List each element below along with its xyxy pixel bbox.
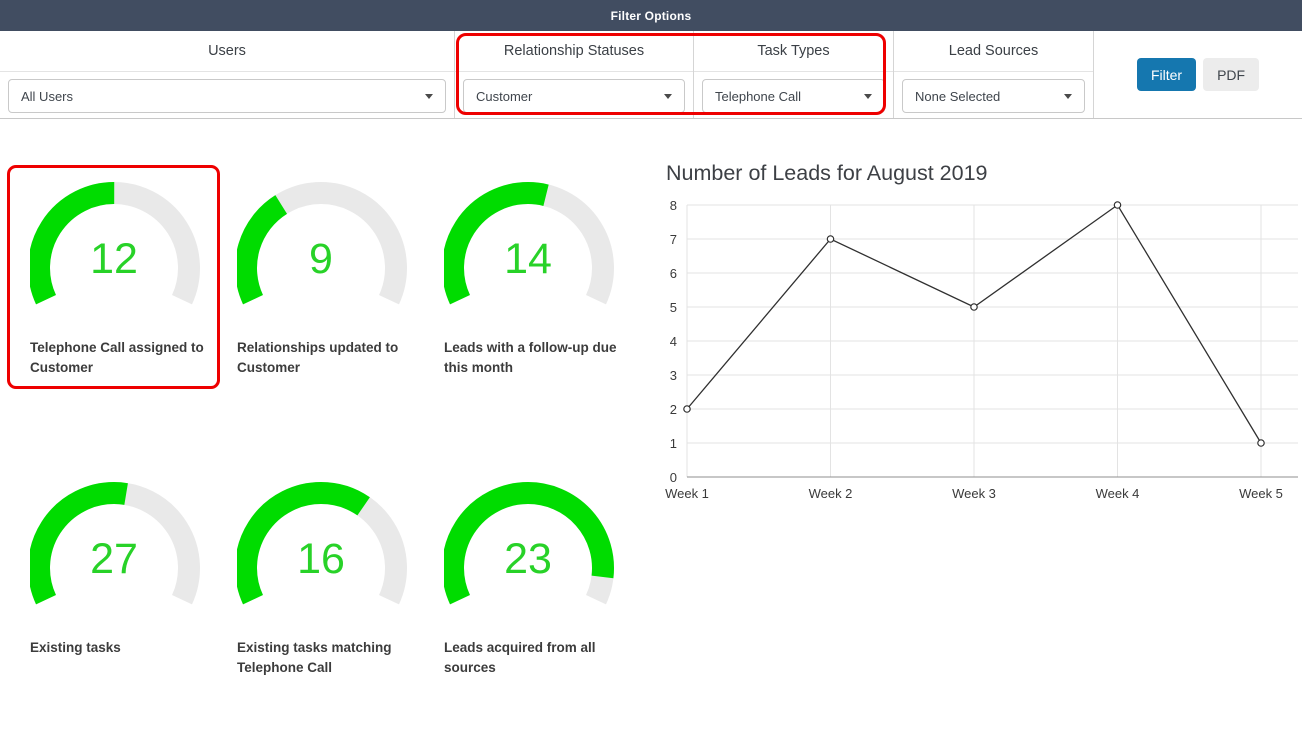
gauge-label: Relationships updated to Customer xyxy=(237,340,399,375)
pdf-button[interactable]: PDF xyxy=(1203,58,1260,91)
gauge-relationships-updated: 9 Relationships updated to Customer xyxy=(215,166,429,392)
gauge-existing-tasks-matching: 16 Existing tasks matching Telephone Cal… xyxy=(215,466,429,692)
gauge-arc: 9 xyxy=(237,182,407,305)
gauge-leads-acquired: 23 Leads acquired from all sources xyxy=(422,466,636,692)
svg-text:8: 8 xyxy=(670,198,677,213)
chevron-down-icon xyxy=(425,93,433,99)
users-column-label: Users xyxy=(0,31,454,72)
task-types-dropdown[interactable]: Telephone Call xyxy=(702,79,885,113)
lead-sources-dropdown[interactable]: None Selected xyxy=(902,79,1085,113)
users-dropdown-value: All Users xyxy=(21,88,74,104)
svg-text:7: 7 xyxy=(670,232,677,247)
filter-button[interactable]: Filter xyxy=(1136,58,1197,91)
svg-text:Week 5: Week 5 xyxy=(1239,486,1283,501)
filter-options-title: Filter Options xyxy=(610,8,692,23)
users-dropdown[interactable]: All Users xyxy=(8,79,446,113)
svg-text:Week 3: Week 3 xyxy=(952,486,996,501)
gauge-label: Existing tasks xyxy=(30,640,121,655)
filter-col-lead-sources: Lead Sources None Selected xyxy=(894,31,1094,118)
gauge-arc: 16 xyxy=(237,482,407,605)
chevron-down-icon xyxy=(1064,93,1072,99)
leads-chart: Number of Leads for August 2019 0 1 2 3 4 5 6 7… xyxy=(664,161,1302,507)
svg-text:5: 5 xyxy=(670,300,677,315)
gauge-telephone-call-assigned: 12 Telephone Call assigned to Customer xyxy=(8,166,222,392)
gauge-label: Existing tasks matching Telephone Call xyxy=(237,640,392,675)
relationship-statuses-dropdown-value: Customer xyxy=(476,88,533,104)
svg-text:12: 12 xyxy=(90,235,138,283)
gauge-arc: 23 xyxy=(444,482,614,605)
gauge-label: Leads with a follow-up due this month xyxy=(444,340,617,375)
svg-text:1: 1 xyxy=(670,436,677,451)
svg-text:0: 0 xyxy=(670,470,677,485)
task-types-column-label: Task Types xyxy=(694,31,893,72)
chart-title: Number of Leads for August 2019 xyxy=(666,161,988,185)
svg-text:27: 27 xyxy=(90,535,138,583)
filter-col-relationship-statuses: Relationship Statuses Customer xyxy=(455,31,694,118)
svg-text:14: 14 xyxy=(504,235,552,283)
svg-text:3: 3 xyxy=(670,368,677,383)
filter-col-users: Users All Users xyxy=(0,31,455,118)
gauge-arc: 12 xyxy=(30,182,200,305)
lead-sources-dropdown-value: None Selected xyxy=(915,88,1001,104)
svg-text:6: 6 xyxy=(670,266,677,281)
svg-text:9: 9 xyxy=(309,235,333,283)
svg-text:2: 2 xyxy=(670,402,677,417)
leads-chart-svg: 0 1 2 3 4 5 6 7 8 Week 1 Week 2 Week 3 Week 4 Week 5 xyxy=(665,198,1298,501)
svg-text:Week 2: Week 2 xyxy=(809,486,853,501)
svg-text:16: 16 xyxy=(297,535,345,583)
gauge-arc: 27 xyxy=(30,482,200,605)
relationship-statuses-dropdown[interactable]: Customer xyxy=(463,79,685,113)
lead-sources-column-label: Lead Sources xyxy=(894,31,1093,72)
gauge-label: Leads acquired from all sources xyxy=(444,640,596,675)
filter-col-task-types: Task Types Telephone Call xyxy=(694,31,894,118)
svg-text:Week 1: Week 1 xyxy=(665,486,709,501)
filter-bar: Users All Users Relationship Statuses Cu… xyxy=(0,31,1302,119)
gauge-existing-tasks: 27 Existing tasks xyxy=(8,466,222,692)
chevron-down-icon xyxy=(864,93,872,99)
gauge-arc: 14 xyxy=(444,182,614,305)
gauge-label: Telephone Call assigned to Customer xyxy=(30,340,204,375)
svg-text:Week 4: Week 4 xyxy=(1096,486,1140,501)
svg-text:4: 4 xyxy=(670,334,677,349)
gauge-leads-follow-up: 14 Leads with a follow-up due this month xyxy=(422,166,636,392)
filter-options-header: Filter Options xyxy=(0,0,1302,31)
chevron-down-icon xyxy=(664,93,672,99)
filter-actions: Filter PDF xyxy=(1094,31,1302,118)
relationship-statuses-column-label: Relationship Statuses xyxy=(455,31,693,72)
svg-text:23: 23 xyxy=(504,535,552,583)
task-types-dropdown-value: Telephone Call xyxy=(715,88,802,104)
